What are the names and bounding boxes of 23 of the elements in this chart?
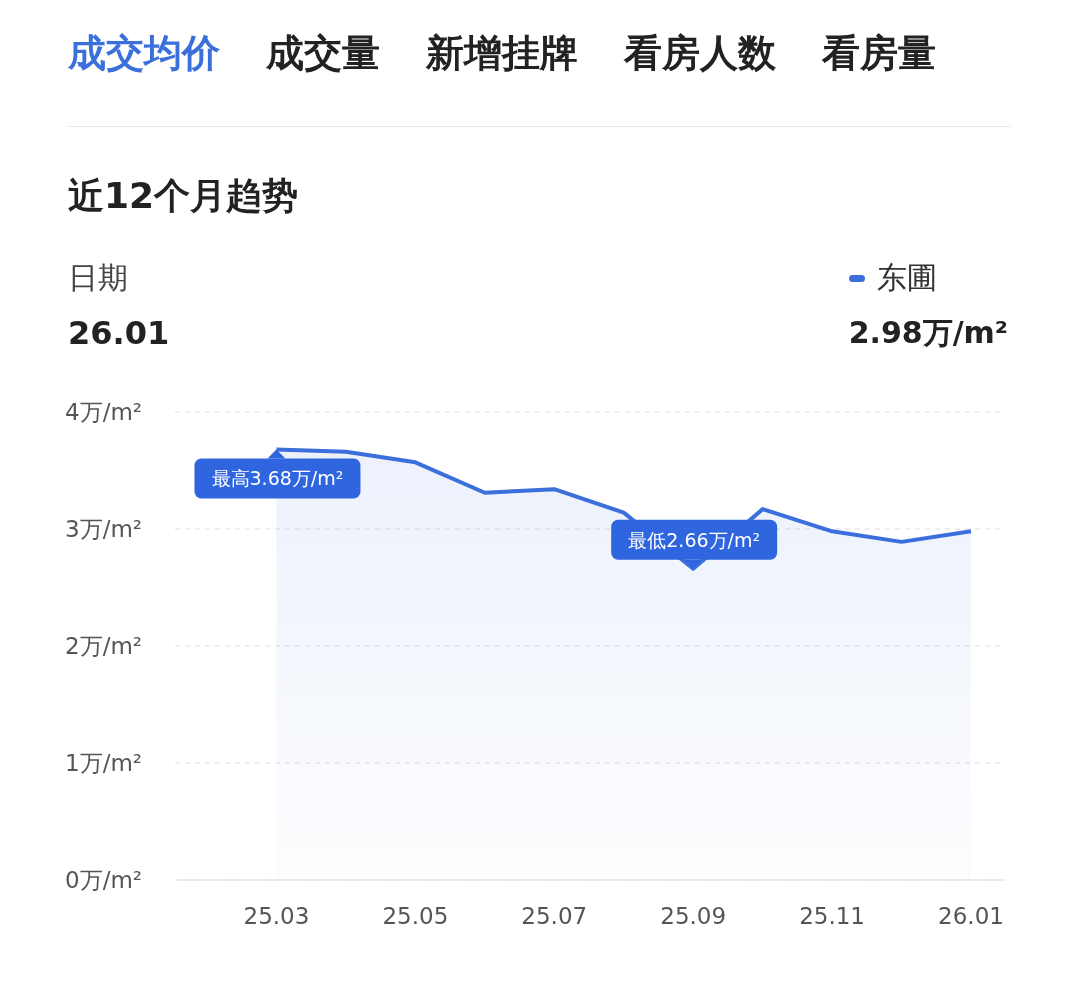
x-tick-label: 26.01 <box>938 903 1004 930</box>
x-tick-label: 25.07 <box>521 903 588 930</box>
y-tick-label: 0万/m² <box>65 867 143 893</box>
y-tick-label: 1万/m² <box>65 750 143 776</box>
x-tick-label: 25.03 <box>243 903 310 930</box>
text: 看房人数 <box>624 30 776 77</box>
text: 26.01 <box>68 314 170 352</box>
text: 2.98万/m² <box>848 314 1008 352</box>
chart-title: 近12个月趋势 <box>68 174 299 218</box>
annotation: 最低2.66万/m² <box>628 528 761 551</box>
legend-label: 东圃 <box>876 259 937 297</box>
text: 看房量 <box>822 30 936 77</box>
text: 新增挂牌 <box>426 30 578 77</box>
annotation: 最高3.68万/m² <box>211 467 344 490</box>
text: 成交均价 <box>68 30 220 77</box>
y-tick-label: 4万/m² <box>65 399 143 425</box>
text: 日期 <box>68 259 128 297</box>
text: 成交量 <box>266 30 380 77</box>
y-tick-label: 3万/m² <box>65 516 143 542</box>
x-tick-label: 25.11 <box>799 903 866 930</box>
x-tick-label: 25.05 <box>382 903 449 930</box>
y-tick-label: 2万/m² <box>65 633 143 659</box>
x-tick-label: 25.09 <box>660 903 727 930</box>
